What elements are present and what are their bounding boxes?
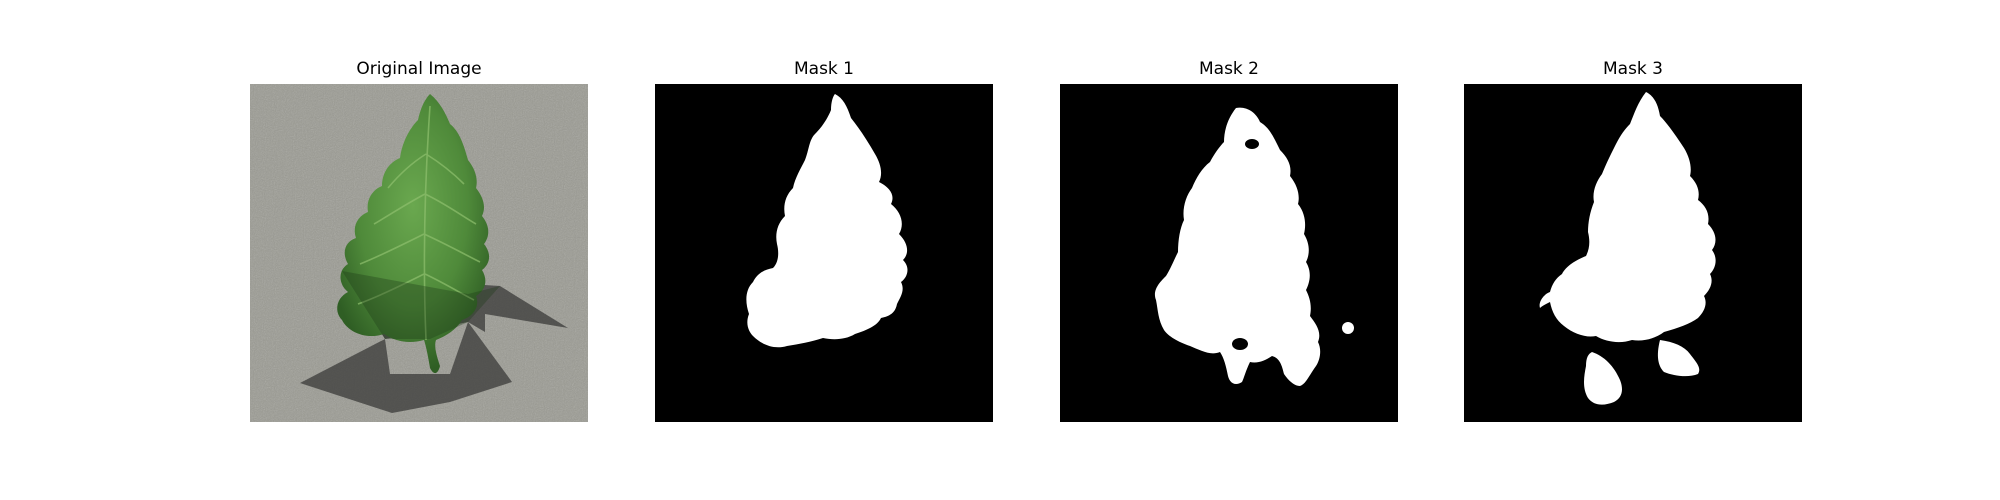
leaf-veins [357, 105, 481, 341]
binary-mask [1060, 84, 1398, 422]
panel-title: Original Image [356, 59, 482, 79]
mask-2-image [1060, 84, 1398, 422]
mask-fragment [1657, 340, 1700, 377]
mask-region [1539, 92, 1716, 343]
panel-original-image: Original Image [250, 0, 588, 500]
panel-mask-3: Mask 3 [1464, 0, 1802, 500]
mask-hole [1251, 366, 1261, 382]
binary-mask [655, 84, 993, 422]
mask-1-image [655, 84, 993, 422]
leaf [337, 94, 490, 374]
mask-region [746, 94, 908, 348]
mask-hole [1232, 338, 1248, 350]
leaf-shadow [342, 271, 500, 339]
mask-hole [1245, 139, 1259, 149]
binary-mask [1464, 84, 1802, 422]
mask-fragment [1584, 352, 1622, 405]
mask-region [1154, 107, 1321, 387]
shadow-shape [300, 322, 512, 413]
original-image [250, 84, 588, 422]
panel-mask-2: Mask 2 [1060, 0, 1398, 500]
panel-title: Mask 1 [793, 59, 854, 79]
mask-3-image [1464, 84, 1802, 422]
panel-title: Mask 2 [1198, 59, 1259, 79]
panel-mask-1: Mask 1 [655, 0, 993, 500]
leaf-photo [250, 84, 588, 422]
mask-blob [1342, 322, 1354, 334]
panel-title: Mask 3 [1602, 59, 1663, 79]
